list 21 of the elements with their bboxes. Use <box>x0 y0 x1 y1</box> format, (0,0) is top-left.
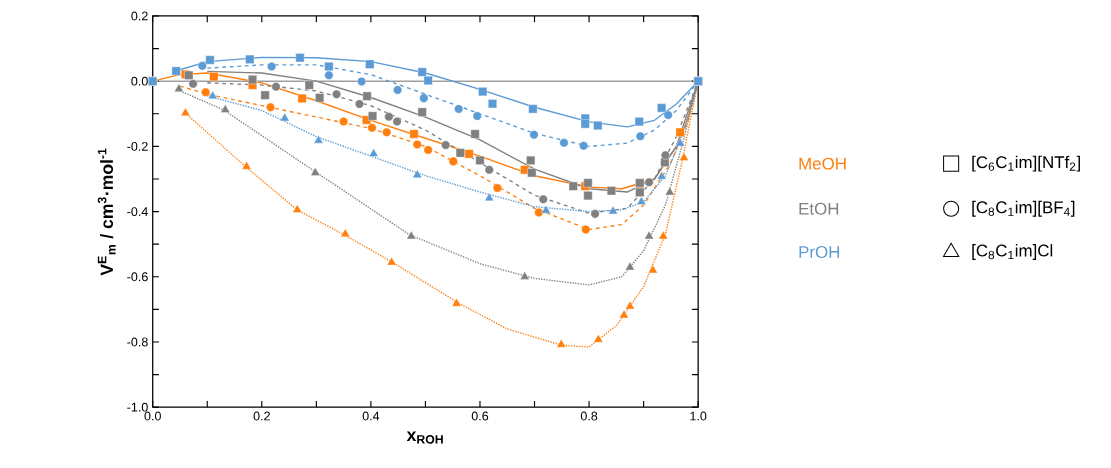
text: PrOH <box>799 245 840 258</box>
x-tick-label: 0.6 <box>471 411 489 421</box>
text: [C$_{8}$C$_{1}$im]Cl <box>972 243 1053 260</box>
y-tick-label: 0.0 <box>131 76 148 86</box>
x-tick-label: 0.8 <box>580 411 598 421</box>
y-tick-label: 0.2 <box>131 11 148 21</box>
x-axis-title: x$_{ROH}$ <box>406 431 443 444</box>
text: EtOH <box>799 202 839 215</box>
text: [C$_{6}$C$_{1}$im][NTf$_{2}$] <box>972 155 1080 172</box>
y-tick-label: -0.6 <box>127 272 148 282</box>
text: MeOH <box>799 157 846 170</box>
x-tick-label: 0.4 <box>362 411 380 421</box>
text: [C$_{8}$C$_{1}$im][BF$_{4}$] <box>972 200 1075 217</box>
x-tick-label: 0.0 <box>144 411 161 421</box>
y-axis-title: V$^{E}$$_{m}$ / cm$^{3}$·mol$^{-1}$ <box>97 148 116 276</box>
y-tick-label: -0.8 <box>127 337 148 347</box>
x-tick-label: 1.0 <box>690 411 707 421</box>
y-tick-label: -0.2 <box>127 141 148 151</box>
y-tick-label: -1.0 <box>127 402 148 412</box>
x-tick-label: 0.2 <box>253 411 270 421</box>
y-tick-label: -0.4 <box>127 206 148 216</box>
